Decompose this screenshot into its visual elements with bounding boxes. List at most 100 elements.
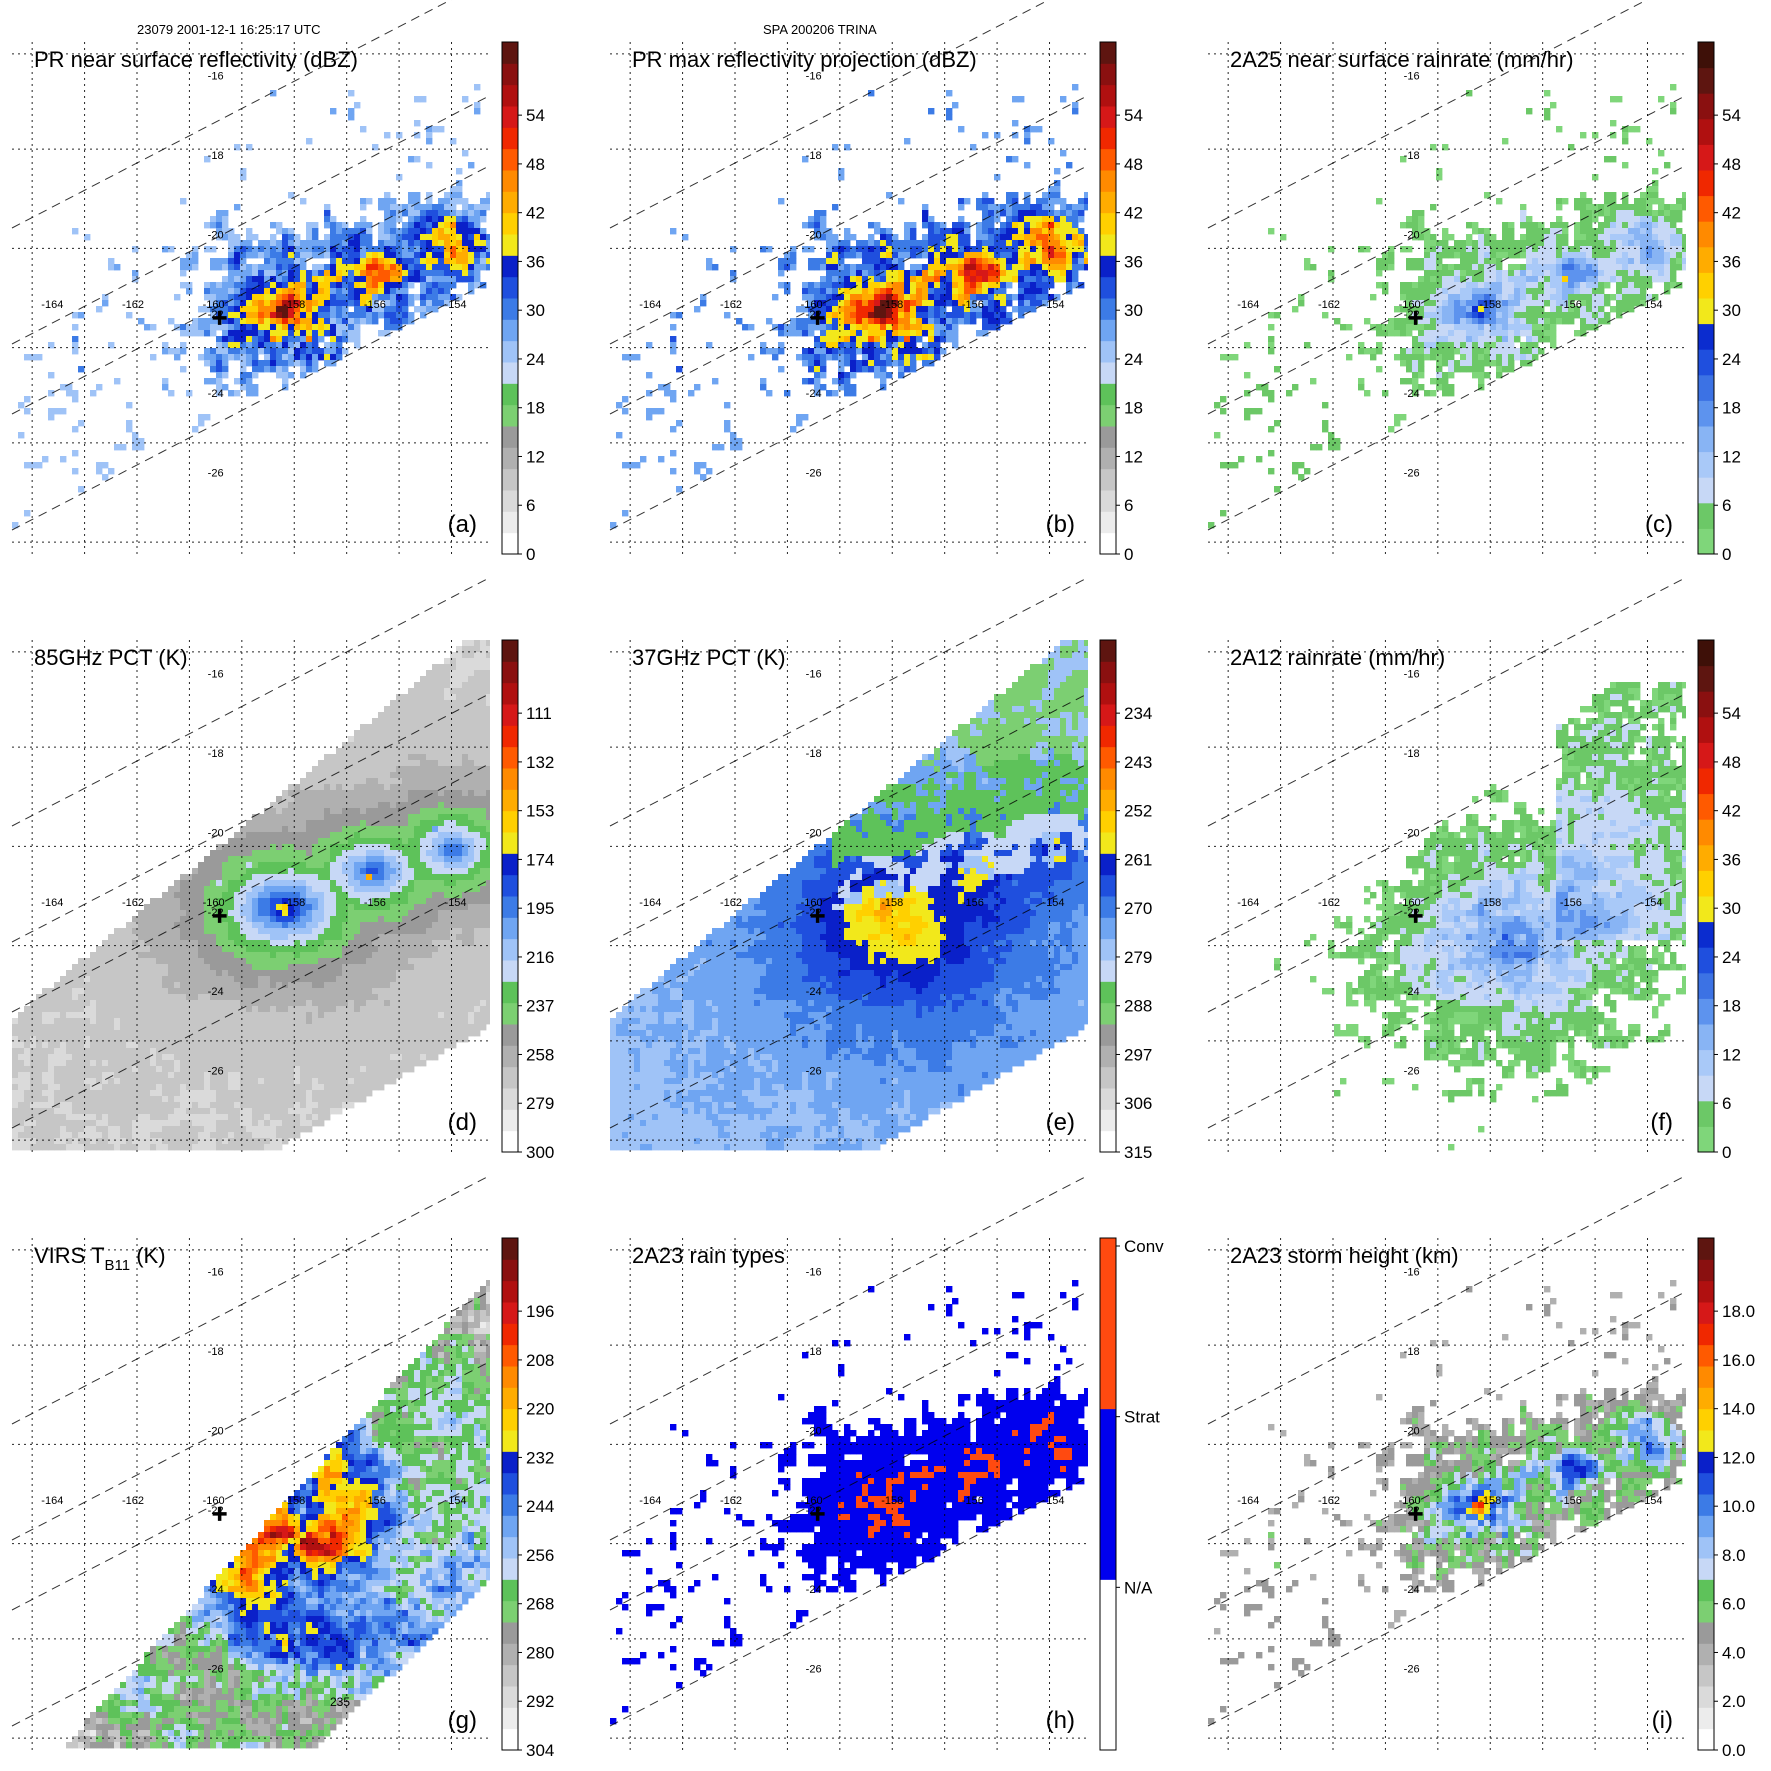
heatmap-cell (468, 222, 475, 229)
heatmap-cell (1496, 276, 1503, 283)
heatmap-cell (180, 886, 187, 893)
heatmap-cell (228, 306, 235, 313)
heatmap-cell (838, 174, 845, 181)
heatmap-cell (204, 306, 211, 313)
heatmap-cell (1036, 300, 1043, 307)
heatmap-cell (1652, 264, 1659, 271)
heatmap-cell (1670, 282, 1677, 289)
heatmap-cell (790, 258, 797, 265)
heatmap-cell (1490, 348, 1497, 355)
heatmap-cell (306, 868, 313, 875)
heatmap-cell (228, 294, 235, 301)
heatmap-cell (450, 808, 457, 815)
heatmap-cell (1610, 258, 1617, 265)
heatmap-cell (1006, 294, 1013, 301)
heatmap-cell (1640, 288, 1647, 295)
heatmap-cell (1670, 210, 1677, 217)
heatmap-cell (204, 288, 211, 295)
heatmap-cell (342, 772, 349, 779)
heatmap-cell (294, 348, 301, 355)
heatmap-cell (294, 814, 301, 821)
heatmap-cell (426, 766, 433, 773)
heatmap-cell (1018, 306, 1025, 313)
heatmap-cell (946, 270, 953, 277)
heatmap-cell (1418, 276, 1425, 283)
heatmap-cell (1466, 300, 1473, 307)
heatmap-cell (342, 282, 349, 289)
heatmap-cell (1634, 276, 1641, 283)
heatmap-cell (1454, 276, 1461, 283)
heatmap-cell (1508, 312, 1515, 319)
heatmap-cell (1652, 192, 1659, 199)
heatmap-cell (456, 808, 463, 815)
heatmap-cell (426, 198, 433, 205)
heatmap-cell (450, 718, 457, 725)
heatmap-cell (228, 850, 235, 857)
heatmap-cell (880, 354, 887, 361)
heatmap-cell (474, 108, 481, 115)
heatmap-cell (694, 384, 701, 391)
panel-c: -164 -162 -160 -158 -156 -154-16-18-20-22-24-… (1207, 0, 1741, 564)
heatmap-cell (1412, 342, 1419, 349)
heatmap-cell (1430, 306, 1437, 313)
heatmap-cell (378, 868, 385, 875)
heatmap-cell (844, 306, 851, 313)
heatmap-cell (42, 456, 49, 463)
heatmap-cell (1550, 222, 1557, 229)
heatmap-cell (378, 724, 385, 731)
heatmap-cell (360, 306, 367, 313)
heatmap-cell (420, 294, 427, 301)
heatmap-cell (820, 312, 827, 319)
heatmap-cell (252, 832, 259, 839)
heatmap-cell (300, 306, 307, 313)
heatmap-cell (264, 282, 271, 289)
heatmap-cell (1580, 324, 1587, 331)
heatmap-cell (192, 258, 199, 265)
heatmap-cell (970, 264, 977, 271)
heatmap-cell (1036, 246, 1043, 253)
heatmap-cell (486, 784, 490, 791)
heatmap-cell (348, 808, 355, 815)
heatmap-cell (480, 252, 487, 259)
heatmap-cell (258, 892, 265, 899)
heatmap-cell (1436, 282, 1443, 289)
heatmap-cell (1412, 360, 1419, 367)
heatmap-cell (348, 772, 355, 779)
heatmap-cell (1472, 240, 1479, 247)
heatmap-cell (1042, 216, 1049, 223)
heatmap-cell (288, 228, 295, 235)
heatmap-cell (1018, 252, 1025, 259)
heatmap-cell (210, 294, 217, 301)
heatmap-cell (1442, 252, 1449, 259)
heatmap-cell (402, 862, 409, 869)
heatmap-cell (1526, 282, 1533, 289)
heatmap-cell (396, 838, 403, 845)
heatmap-cell (270, 856, 277, 863)
heatmap-cell (1430, 318, 1437, 325)
heatmap-cell (36, 354, 43, 361)
heatmap-cell (1568, 270, 1575, 277)
heatmap-cell (628, 354, 635, 361)
heatmap-cell (468, 712, 475, 719)
colorbar-segment (502, 255, 518, 278)
colorbar-segment (502, 490, 518, 512)
heatmap-cell (1006, 258, 1013, 265)
heatmap-cell (474, 838, 481, 845)
heatmap-cell (48, 408, 55, 415)
heatmap-cell (844, 348, 851, 355)
heatmap-cell (1030, 258, 1037, 265)
heatmap-cell (360, 264, 367, 271)
heatmap-cell (426, 300, 433, 307)
heatmap-cell (456, 730, 463, 737)
heatmap-cell (228, 874, 235, 881)
heatmap-cell (432, 748, 439, 755)
heatmap-cell (958, 270, 965, 277)
heatmap-cell (420, 796, 427, 803)
heatmap-cell (1054, 168, 1061, 175)
heatmap-cell (976, 258, 983, 265)
heatmap-cell (162, 342, 169, 349)
heatmap-cell (1406, 354, 1413, 361)
heatmap-cell (276, 838, 283, 845)
heatmap-cell (1568, 246, 1575, 253)
heatmap-cell (844, 312, 851, 319)
